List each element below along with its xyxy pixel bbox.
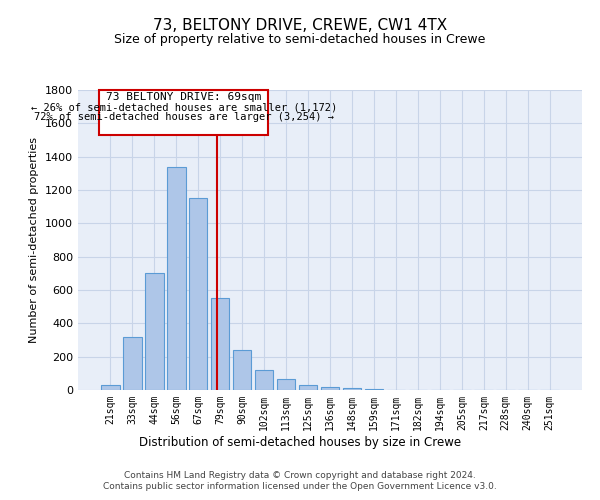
Bar <box>365 389 383 390</box>
Bar <box>320 386 340 390</box>
Bar <box>189 198 208 390</box>
Bar <box>101 385 119 390</box>
Text: Contains public sector information licensed under the Open Government Licence v3: Contains public sector information licen… <box>103 482 497 491</box>
Bar <box>167 166 185 390</box>
Bar <box>255 370 274 390</box>
Bar <box>145 274 164 390</box>
Text: Contains HM Land Registry data © Crown copyright and database right 2024.: Contains HM Land Registry data © Crown c… <box>124 470 476 480</box>
Text: 72% of semi-detached houses are larger (3,254) →: 72% of semi-detached houses are larger (… <box>34 112 334 122</box>
Text: 73 BELTONY DRIVE: 69sqm: 73 BELTONY DRIVE: 69sqm <box>106 92 262 102</box>
Y-axis label: Number of semi-detached properties: Number of semi-detached properties <box>29 137 40 343</box>
Bar <box>99 90 268 135</box>
Bar <box>233 350 251 390</box>
Text: Distribution of semi-detached houses by size in Crewe: Distribution of semi-detached houses by … <box>139 436 461 449</box>
Bar <box>299 385 317 390</box>
Text: Size of property relative to semi-detached houses in Crewe: Size of property relative to semi-detach… <box>115 32 485 46</box>
Text: 73, BELTONY DRIVE, CREWE, CW1 4TX: 73, BELTONY DRIVE, CREWE, CW1 4TX <box>153 18 447 32</box>
Bar <box>343 388 361 390</box>
Bar <box>123 336 142 390</box>
Bar <box>211 298 229 390</box>
Text: ← 26% of semi-detached houses are smaller (1,172): ← 26% of semi-detached houses are smalle… <box>31 102 337 113</box>
Bar <box>277 379 295 390</box>
